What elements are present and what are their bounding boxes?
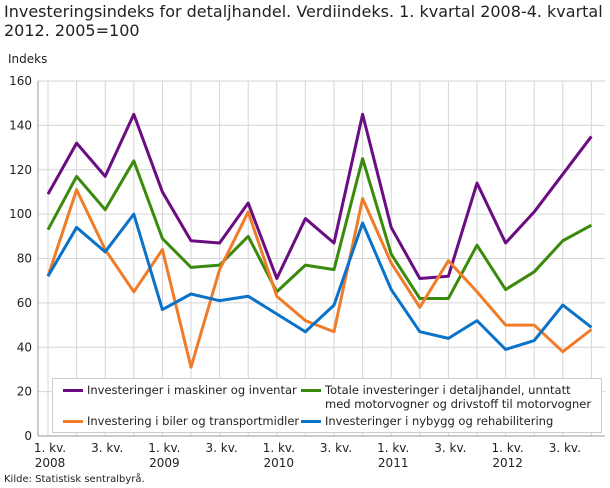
x-tick-label: 3. kv. [434,441,466,455]
x-tick-label: 1. kv. [377,441,409,455]
x-tick-label: 3. kv. [91,441,123,455]
series-line-3 [46,212,593,351]
legend-item: Totale investeringer i detaljhandel, unn… [295,383,595,411]
x-tick-year: 2011 [378,456,409,470]
legend-swatch [301,420,321,423]
y-axis-label: Indeks [8,52,48,66]
legend-label: Totale investeringer i detaljhandel, unn… [325,383,592,411]
legend: Investeringer i maskiner og inventar Tot… [52,378,602,433]
legend-item: Investeringer i nybygg og rehabilitering [295,414,553,428]
source-note: Kilde: Statistisk sentralbyrå. [4,474,145,485]
legend-swatch [63,420,83,423]
y-tick-label: 100 [9,207,32,221]
legend-swatch [301,389,321,392]
series-line-2 [46,188,593,369]
legend-item: Investeringer i maskiner og inventar [57,383,297,397]
legend-label: Investeringer i nybygg og rehabilitering [325,414,554,428]
x-tick-year: 2010 [264,456,295,470]
y-tick-label: 140 [9,118,32,132]
y-tick-label: 80 [17,252,32,266]
y-tick-label: 20 [17,385,32,399]
legend-label: Investering i biler og transportmidler [87,414,300,428]
x-tick-label: 1. kv. [263,441,295,455]
x-tick-year: 2012 [492,456,523,470]
legend-item: Investering i biler og transportmidler [57,414,299,428]
y-tick-label: 120 [9,163,32,177]
y-tick-label: 0 [24,429,32,443]
chart-title: Investeringsindeks for detaljhandel. Ver… [4,2,603,40]
y-tick-label: 160 [9,74,32,88]
series-line-1 [46,157,593,300]
x-tick-label: 3. kv. [205,441,237,455]
x-tick-year: 2008 [35,456,66,470]
x-tick-label: 1. kv. [148,441,180,455]
y-tick-label: 60 [17,296,32,310]
legend-swatch [63,389,83,392]
y-tick-label: 40 [17,340,32,354]
x-tick-label: 3. kv. [549,441,581,455]
legend-label: Investeringer i maskiner og inventar [87,383,297,397]
x-tick-label: 3. kv. [320,441,352,455]
series-line-0 [46,112,593,280]
x-tick-year: 2009 [149,456,180,470]
x-tick-label: 1. kv. [34,441,66,455]
x-tick-label: 1. kv. [491,441,523,455]
